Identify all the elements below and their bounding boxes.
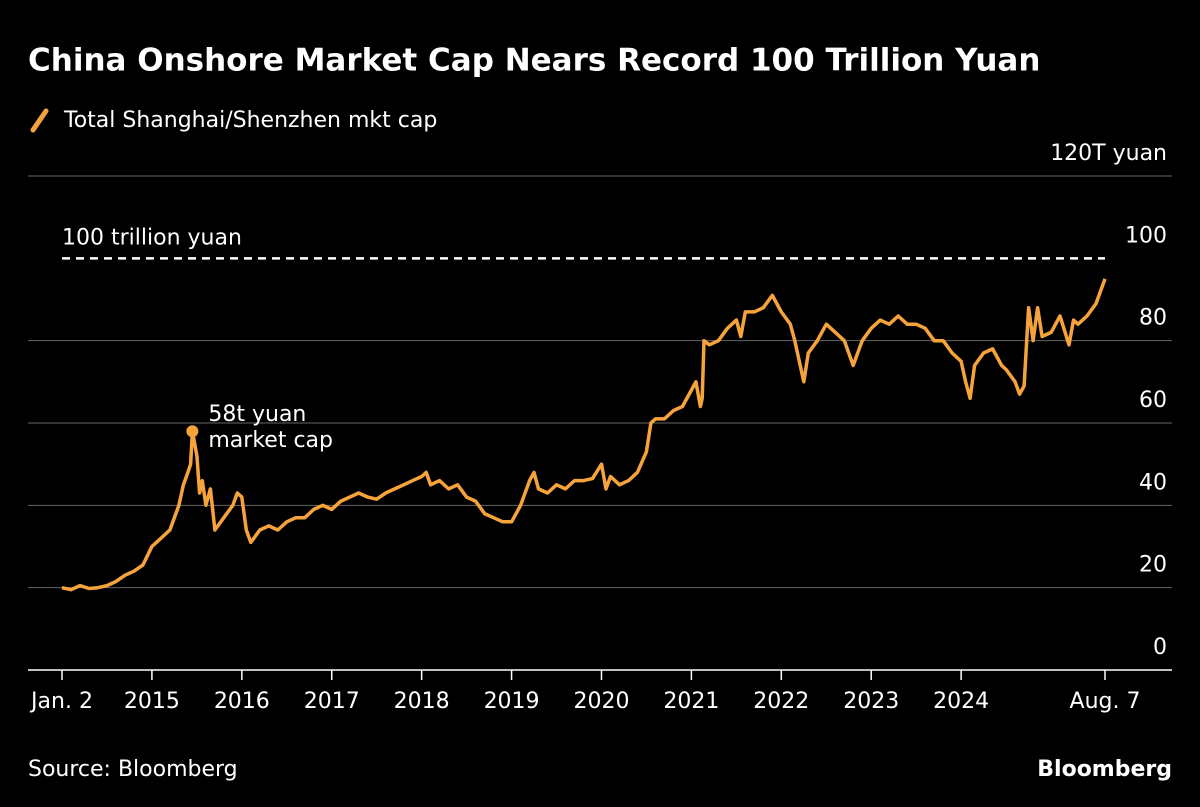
x-tick-label: 2015 [124, 689, 180, 714]
x-tick-label: 2018 [394, 689, 450, 714]
y-tick-label: 100 [1125, 223, 1167, 248]
x-tick-label: 2020 [573, 689, 629, 714]
x-tick-label: 2024 [933, 689, 989, 714]
y-tick-label: 40 [1139, 470, 1167, 495]
annotation-text: 58t yuan [208, 402, 306, 427]
brand: Bloomberg [1037, 757, 1172, 782]
y-tick-label: 0 [1153, 635, 1167, 660]
annotation-point [186, 425, 199, 438]
x-tick-label: 2017 [304, 689, 360, 714]
x-tick-label: 2019 [484, 689, 540, 714]
y-tick-label: 120T yuan [1050, 141, 1167, 166]
source: Source: Bloomberg [28, 757, 238, 782]
annotation-text: market cap [208, 428, 333, 453]
x-tick-label: Jan. 2 [29, 689, 93, 714]
x-tick-label: 2023 [843, 689, 899, 714]
y-tick-label: 60 [1139, 388, 1167, 413]
y-tick-label: 80 [1139, 306, 1167, 331]
reference-label: 100 trillion yuan [62, 225, 242, 250]
legend-label: Total Shanghai/Shenzhen mkt cap [63, 108, 437, 133]
legend-swatch [30, 108, 49, 133]
x-tick-label: Aug. 7 [1070, 689, 1141, 714]
y-tick-label: 20 [1139, 553, 1167, 578]
chart-title: China Onshore Market Cap Nears Record 10… [28, 43, 1040, 79]
x-tick-label: 2016 [214, 689, 270, 714]
series-line [61, 278, 1107, 592]
x-tick-label: 2021 [663, 689, 719, 714]
x-tick-label: 2022 [753, 689, 809, 714]
